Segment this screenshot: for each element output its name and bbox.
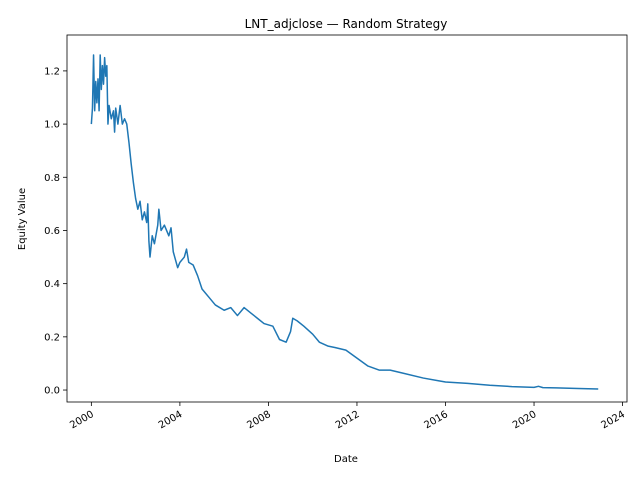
x-tick-label: 2016 (422, 409, 450, 431)
y-tick-label: 0.0 (44, 386, 60, 397)
y-tick-label: 0.4 (44, 279, 60, 290)
plot-frame (66, 34, 628, 403)
y-tick-label: 0.8 (44, 173, 60, 184)
y-tick-label: 1.0 (44, 120, 60, 131)
y-tick-label: 0.2 (44, 332, 60, 343)
y-axis-label: Equity Value (17, 188, 28, 250)
y-tick-label: 0.6 (44, 226, 60, 237)
x-tick-label: 2012 (334, 409, 362, 431)
equity-line (90, 54, 599, 390)
x-tick-label: 2000 (68, 409, 96, 431)
chart-title: LNT_adjclose — Random Strategy (245, 17, 448, 31)
y-tick-label: 1.2 (44, 66, 60, 77)
x-tick-label: 2004 (157, 409, 185, 431)
x-tick-label: 2024 (600, 409, 628, 431)
x-axis-label: Date (334, 454, 358, 465)
x-tick-label: 2020 (511, 409, 539, 431)
x-tick-label: 2008 (245, 409, 273, 431)
